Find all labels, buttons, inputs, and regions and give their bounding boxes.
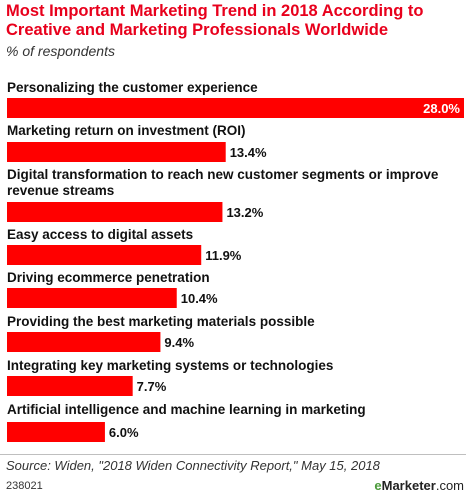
- chart-title: Most Important Marketing Trend in 2018 A…: [6, 2, 424, 39]
- chart-id: 238021: [6, 480, 43, 492]
- bar: [7, 422, 105, 442]
- bar-value-label: 9.4%: [164, 335, 194, 350]
- bar: [7, 98, 464, 118]
- bar-value-label: 13.2%: [226, 205, 263, 220]
- bar: [7, 202, 223, 222]
- bar-value-label: 13.4%: [230, 145, 267, 160]
- category-label: Marketing return on investment (ROI): [7, 123, 246, 138]
- bar: [7, 332, 161, 352]
- category-label: Providing the best marketing materials p…: [7, 314, 315, 329]
- category-label: Driving ecommerce penetration: [7, 270, 210, 285]
- bar: [7, 142, 226, 162]
- bar: [7, 288, 177, 308]
- bar-value-label: 28.0%: [423, 101, 460, 116]
- bar-value-label: 6.0%: [109, 425, 139, 440]
- category-label: Artificial intelligence and machine lear…: [7, 402, 366, 417]
- bar: [7, 245, 202, 265]
- category-label: Personalizing the customer experience: [7, 80, 258, 95]
- source-note: Source: Widen, "2018 Widen Connectivity …: [6, 458, 380, 473]
- category-label: Easy access to digital assets: [7, 227, 194, 242]
- brand-suffix: .com: [435, 478, 464, 493]
- brand-e: e: [374, 478, 382, 493]
- emarketer-logo: eMarketer.com: [374, 478, 464, 493]
- bar-value-label: 11.9%: [205, 248, 242, 263]
- footer-divider: [0, 454, 466, 455]
- bar-value-label: 7.7%: [137, 379, 167, 394]
- chart-subtitle: % of respondents: [6, 43, 115, 59]
- brand-name: Marketer: [381, 478, 436, 493]
- bar-value-label: 10.4%: [181, 291, 218, 306]
- bar: [7, 376, 133, 396]
- category-label: Digital transformation to reach new cust…: [7, 167, 439, 198]
- category-label: Integrating key marketing systems or tec…: [7, 358, 334, 373]
